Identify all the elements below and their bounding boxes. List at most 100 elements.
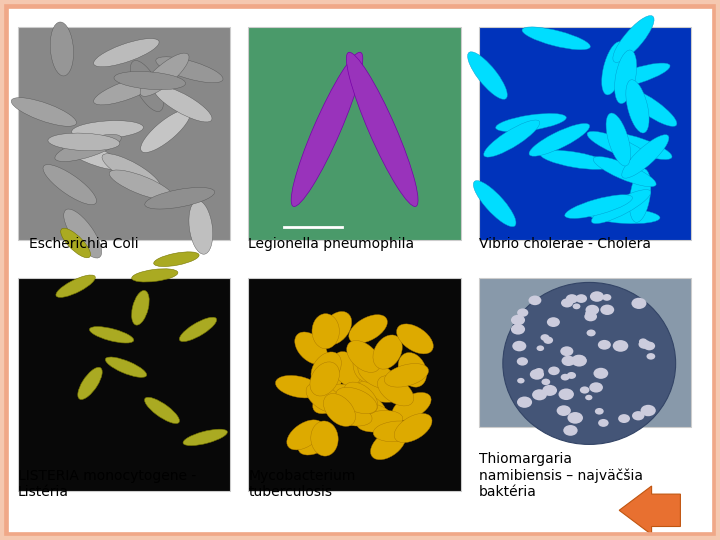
Circle shape [541,334,549,341]
Circle shape [517,378,525,383]
Ellipse shape [315,360,342,395]
Ellipse shape [522,27,590,50]
Text: Escherichia Coli: Escherichia Coli [29,237,138,251]
Ellipse shape [341,359,369,394]
Ellipse shape [371,429,406,460]
Ellipse shape [48,133,120,151]
Ellipse shape [276,375,320,398]
Ellipse shape [50,22,73,76]
Ellipse shape [312,314,339,349]
Ellipse shape [344,382,378,414]
FancyBboxPatch shape [248,278,461,491]
Circle shape [566,294,578,303]
Ellipse shape [622,134,669,178]
Circle shape [536,346,544,351]
Ellipse shape [602,42,625,95]
Ellipse shape [357,410,402,432]
Ellipse shape [78,367,102,400]
Ellipse shape [102,154,161,190]
Text: Mycobacterium
tuberculosis: Mycobacterium tuberculosis [248,469,356,500]
Circle shape [567,372,576,379]
Ellipse shape [56,275,95,298]
Ellipse shape [310,362,339,396]
Ellipse shape [311,352,341,386]
Ellipse shape [394,414,432,443]
Ellipse shape [287,420,323,450]
Circle shape [559,388,574,400]
Ellipse shape [540,150,611,170]
Ellipse shape [629,168,651,222]
Circle shape [561,299,573,307]
Ellipse shape [564,195,632,219]
FancyBboxPatch shape [18,278,230,491]
Circle shape [585,309,595,317]
FancyBboxPatch shape [18,27,230,240]
Ellipse shape [377,376,414,406]
Ellipse shape [358,361,397,389]
Text: Thiomargaria
namibiensis – najväčšia
baktéria: Thiomargaria namibiensis – najväčšia bak… [479,453,643,500]
FancyBboxPatch shape [479,27,691,240]
Ellipse shape [60,228,91,258]
Circle shape [632,411,644,421]
Ellipse shape [467,52,508,99]
Ellipse shape [503,282,675,444]
FancyArrow shape [619,486,680,535]
Circle shape [618,414,630,423]
Ellipse shape [145,397,179,423]
Ellipse shape [615,50,636,104]
Ellipse shape [114,71,186,90]
Circle shape [544,336,553,344]
Ellipse shape [347,341,380,373]
Circle shape [560,346,573,356]
Ellipse shape [12,98,76,126]
Ellipse shape [606,132,672,159]
Ellipse shape [626,80,649,133]
Circle shape [567,412,583,424]
Circle shape [517,308,528,317]
Ellipse shape [105,357,147,377]
Circle shape [562,356,575,366]
Ellipse shape [397,324,433,354]
Ellipse shape [373,421,420,442]
Ellipse shape [346,392,386,419]
Ellipse shape [484,120,540,157]
Circle shape [647,353,655,360]
Ellipse shape [357,380,402,402]
Ellipse shape [336,387,377,414]
Circle shape [598,419,608,427]
Circle shape [641,405,656,416]
Circle shape [603,294,611,301]
Ellipse shape [587,131,650,161]
Ellipse shape [321,312,351,345]
Ellipse shape [89,327,134,343]
Ellipse shape [189,200,212,254]
Circle shape [572,355,586,366]
Ellipse shape [311,421,338,456]
Circle shape [598,340,611,350]
Ellipse shape [327,403,372,426]
Ellipse shape [373,335,402,369]
Circle shape [589,382,603,393]
Ellipse shape [398,353,427,387]
Circle shape [585,312,597,321]
Circle shape [542,385,557,396]
Ellipse shape [43,165,96,205]
Circle shape [563,425,577,436]
Circle shape [613,340,629,352]
Circle shape [639,340,651,349]
Ellipse shape [156,57,223,83]
Ellipse shape [132,269,178,282]
Ellipse shape [473,180,516,227]
Circle shape [593,368,608,379]
Circle shape [557,406,571,416]
Ellipse shape [140,53,189,96]
Ellipse shape [153,252,199,267]
Ellipse shape [294,332,328,365]
Circle shape [639,339,647,345]
Ellipse shape [588,208,660,224]
Ellipse shape [132,291,149,325]
Ellipse shape [613,16,654,63]
Circle shape [631,298,647,309]
Circle shape [585,305,599,315]
Ellipse shape [593,157,656,187]
